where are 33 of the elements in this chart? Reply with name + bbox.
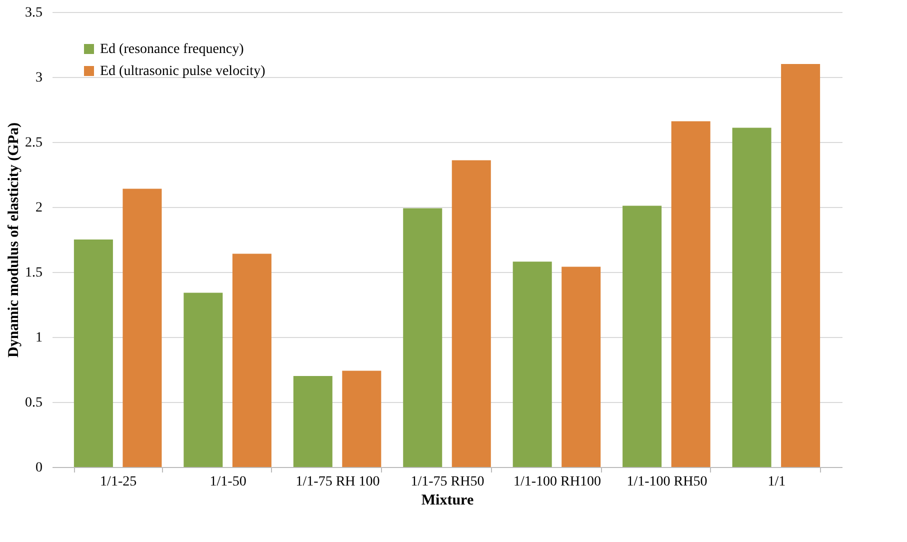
bar [184,292,223,467]
x-axis-title: Mixture [421,492,474,508]
bar [293,376,332,467]
bar [342,370,382,467]
y-axis-title: Dynamic modulus of elasticity (GPa) [6,122,22,358]
bar [562,266,601,467]
x-tick-label: 1/1-100 RH50 [626,474,708,490]
x-tick-label: 1/1-75 RH50 [410,474,484,490]
y-tick-label: 3 [36,70,42,86]
bar [403,208,442,467]
y-tick-label: 2 [36,200,42,216]
x-tick-label: 1/1-75 RH 100 [296,474,380,490]
x-tick-label: 1/1-25 [100,474,137,490]
y-tick-label: 1.5 [25,266,42,280]
x-tick-label: 1/1 [768,474,786,490]
y-tick-label: 1 [36,330,42,346]
legend-label: Ed (resonance frequency) [100,42,244,57]
legend-label: Ed (ultrasonic pulse velocity) [100,64,266,79]
bar [122,188,162,467]
bar [512,262,552,467]
bar [452,160,491,467]
x-tick-label: 1/1-100 RH100 [513,474,601,490]
y-tick-label: 2.5 [25,136,42,150]
x-tick-label: 1/1-50 [210,474,246,490]
bar [732,128,772,467]
bar [232,254,272,467]
bar [74,240,113,467]
bar [671,121,710,467]
bar [622,206,662,467]
bar [781,64,820,467]
y-tick-label: 0.5 [25,396,42,410]
y-tick-label: 0 [36,460,42,476]
y-tick-label: 3.5 [25,6,42,20]
